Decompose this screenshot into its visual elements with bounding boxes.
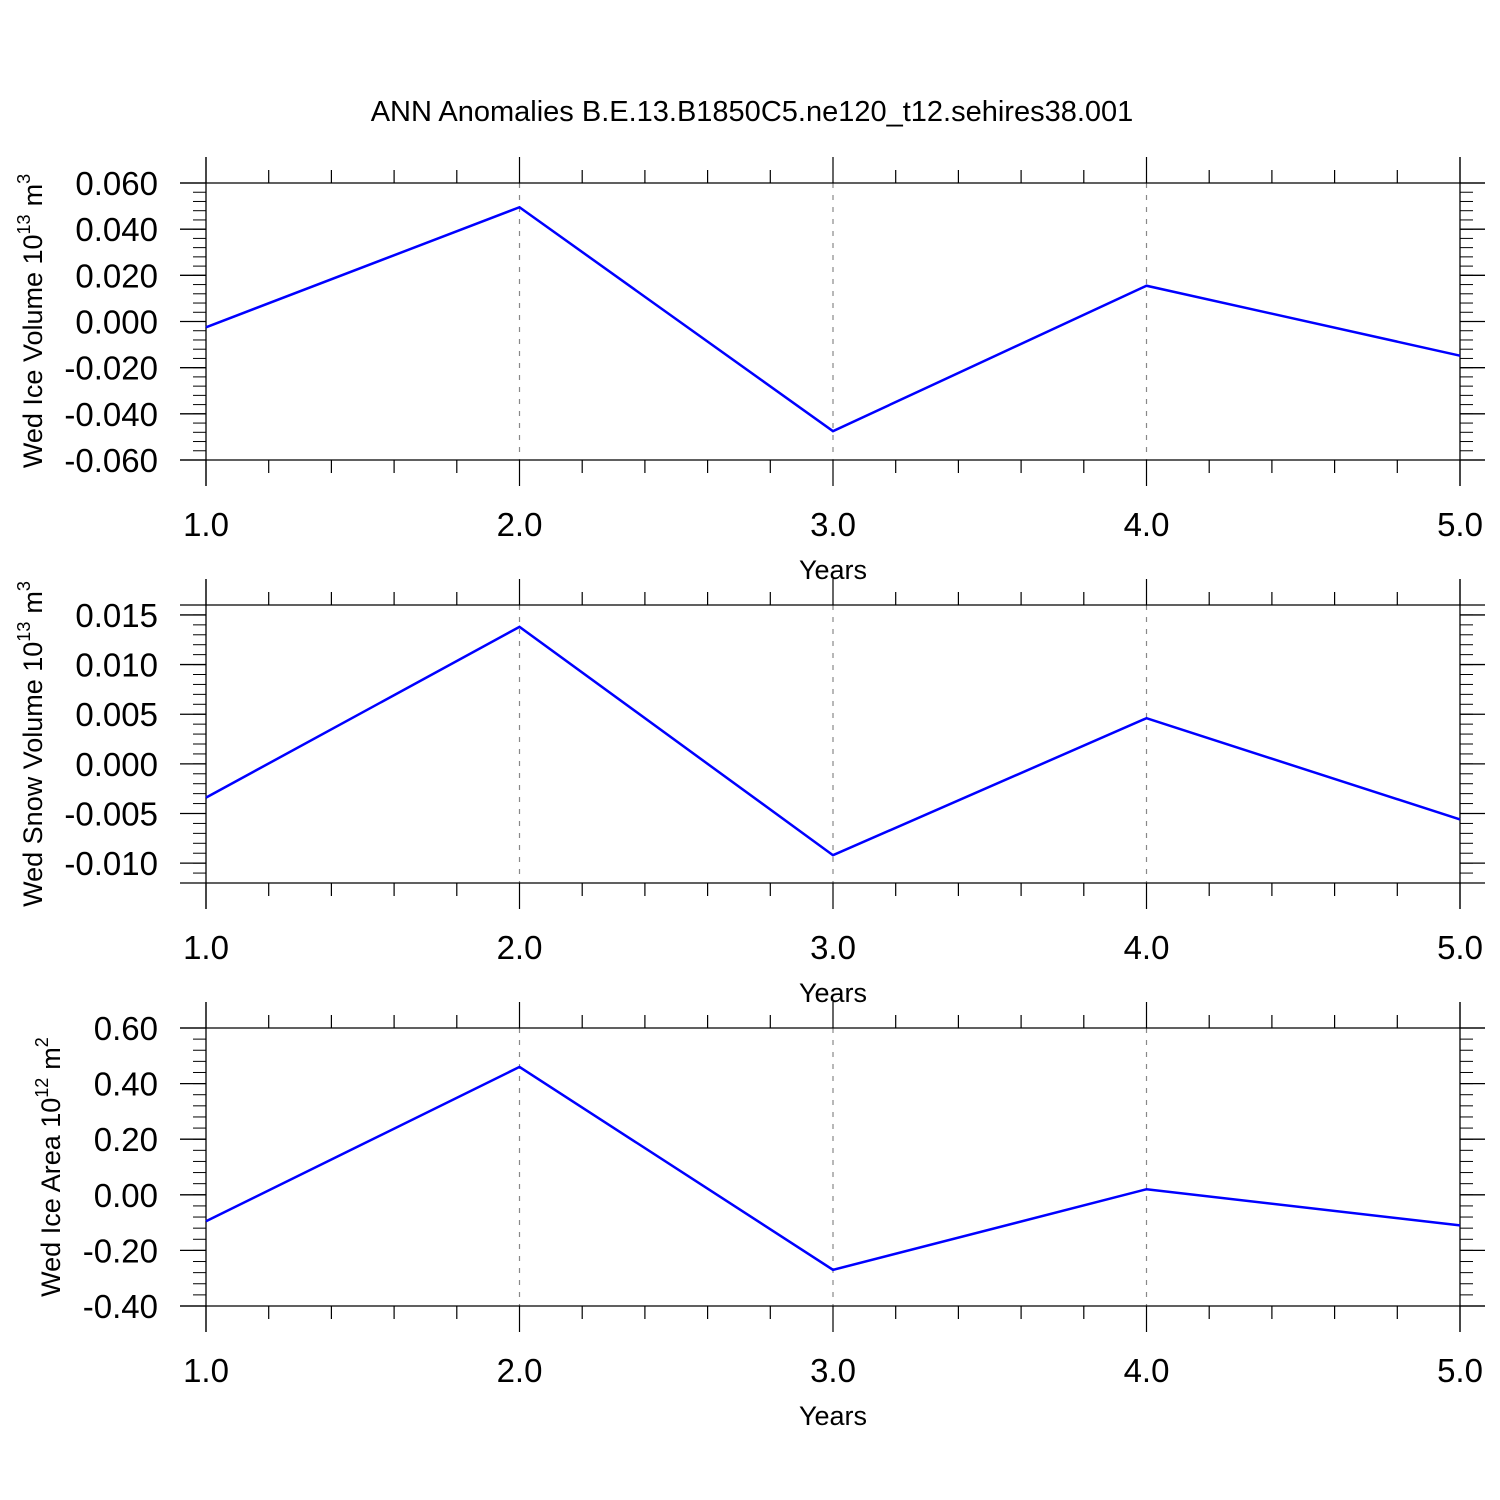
series-line — [205, 1065, 1461, 1272]
y-tick-label: 0.020 — [75, 257, 158, 294]
y-tick-label: 0.00 — [94, 1177, 158, 1214]
x-tick-label: 2.0 — [497, 506, 543, 543]
panel-3: 0.60 0.40 0.20 0.00 -0.20 -0.40 1.0 2.0 3.0 4.0 5.… — [32, 1002, 1485, 1431]
y-axis-label: Wed Snow Volume 1013m3 — [14, 581, 48, 907]
y-tick-label: -0.005 — [64, 796, 158, 833]
y-tick-label: -0.020 — [64, 350, 158, 387]
panel-2: 0.015 0.010 0.005 0.000 -0.005 -0.010 1.0 2.0 3.… — [14, 579, 1485, 1008]
y-tick-label: 0.40 — [94, 1066, 158, 1103]
y-tick-label: -0.060 — [64, 442, 158, 479]
x-tick-label: 1.0 — [183, 929, 229, 966]
y-tick-label: 0.60 — [94, 1010, 158, 1047]
y-tick-label: -0.20 — [83, 1232, 158, 1269]
y-tick-label: 0.000 — [75, 746, 158, 783]
x-tick-label: 2.0 — [497, 929, 543, 966]
x-tick-label: 4.0 — [1124, 506, 1170, 543]
x-tick-label: 3.0 — [810, 1352, 856, 1389]
x-tick-label: 5.0 — [1437, 1352, 1483, 1389]
x-tick-label: 4.0 — [1124, 1352, 1170, 1389]
x-tick-label: 2.0 — [497, 1352, 543, 1389]
y-axis-label: Wed Ice Area 1012m2 — [32, 1037, 66, 1297]
y-tick-label: -0.040 — [64, 396, 158, 433]
y-tick-label: 0.000 — [75, 304, 158, 341]
x-axis-label: Years — [799, 1401, 867, 1431]
panel-1: 0.060 0.040 0.020 0.000 -0.020 -0.040 -0.060 1.… — [14, 157, 1485, 585]
chart-title: ANN Anomalies B.E.13.B1850C5.ne120_t12.s… — [371, 96, 1134, 128]
y-tick-label: 0.010 — [75, 647, 158, 684]
y-tick-label: 0.015 — [75, 597, 158, 634]
y-tick-label: 0.005 — [75, 696, 158, 733]
x-tick-label: 1.0 — [183, 506, 229, 543]
x-tick-label: 3.0 — [810, 506, 856, 543]
y-axis-label: Wed Ice Volume 1013m3 — [14, 174, 48, 468]
y-tick-label: 0.040 — [75, 211, 158, 248]
x-tick-label: 1.0 — [183, 1352, 229, 1389]
x-tick-label: 5.0 — [1437, 929, 1483, 966]
y-tick-label: 0.20 — [94, 1121, 158, 1158]
x-tick-label: 4.0 — [1124, 929, 1170, 966]
y-tick-label: -0.40 — [83, 1288, 158, 1325]
y-tick-label: 0.060 — [75, 165, 158, 202]
x-tick-label: 5.0 — [1437, 506, 1483, 543]
x-tick-label: 3.0 — [810, 929, 856, 966]
y-tick-label: -0.010 — [64, 845, 158, 882]
